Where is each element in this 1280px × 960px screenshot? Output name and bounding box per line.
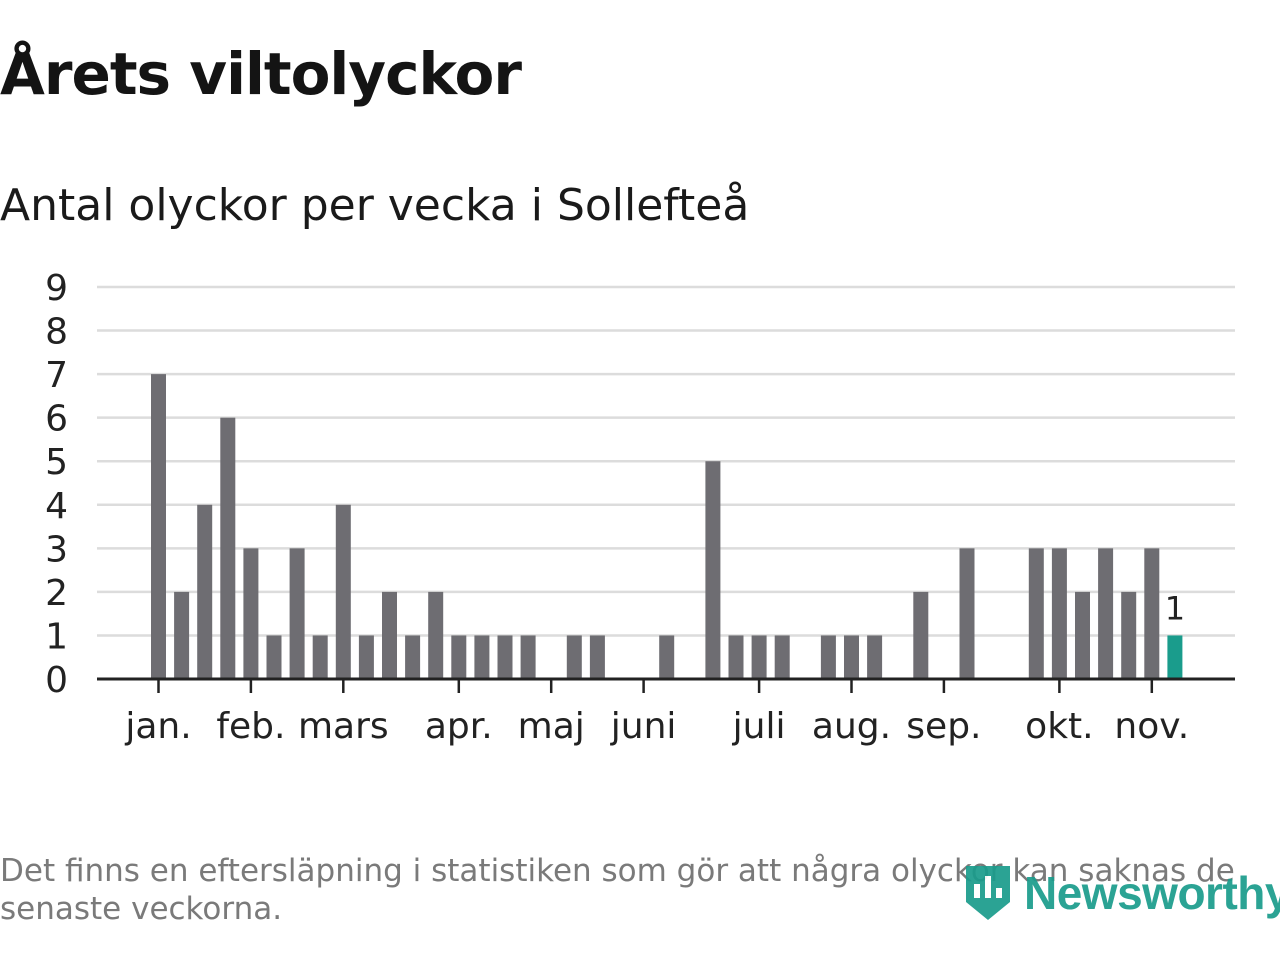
x-tick-label: aug. xyxy=(812,706,891,747)
bar xyxy=(566,635,582,679)
y-tick-label: 0 xyxy=(45,660,68,701)
x-tick-label: juni xyxy=(610,706,677,747)
bar xyxy=(520,635,536,679)
bar xyxy=(774,635,790,679)
y-tick-label: 3 xyxy=(45,529,68,570)
bar xyxy=(266,635,282,679)
bar xyxy=(451,635,467,679)
bars xyxy=(151,374,1183,679)
y-tick-label: 5 xyxy=(45,442,68,483)
y-tick-label: 9 xyxy=(45,268,68,309)
highlighted-bar xyxy=(1167,635,1183,679)
bar xyxy=(312,635,328,679)
chart-subtitle: Antal olyckor per vecka i Sollefteå xyxy=(0,180,750,231)
bar xyxy=(358,635,374,679)
bar xyxy=(820,635,836,679)
bar xyxy=(705,461,721,679)
brand-name: Newsworthy xyxy=(1024,867,1280,919)
bar xyxy=(243,548,259,679)
x-tick-label: feb. xyxy=(216,706,285,747)
highlight-data-label: 1 xyxy=(1165,589,1185,627)
bar xyxy=(728,635,744,679)
bar xyxy=(1051,548,1067,679)
bar xyxy=(405,635,421,679)
x-tick-label: sep. xyxy=(906,706,981,747)
x-tick-label: nov. xyxy=(1114,706,1189,747)
bar xyxy=(289,548,305,679)
bar xyxy=(220,417,236,679)
x-tick-label: maj xyxy=(518,706,585,747)
bar xyxy=(1144,548,1160,679)
x-tick-label: jan. xyxy=(124,706,191,747)
x-tick-label: apr. xyxy=(425,706,493,747)
x-tick-label: mars xyxy=(298,706,389,747)
bar xyxy=(474,635,490,679)
bar xyxy=(197,504,213,679)
footnote: Det finns en eftersläpning i statistiken… xyxy=(0,853,1235,927)
bar xyxy=(844,635,859,679)
x-tick-label: juli xyxy=(732,706,786,747)
y-tick-label: 4 xyxy=(45,486,68,527)
gridlines xyxy=(97,285,1235,637)
data-labels: 1 xyxy=(1165,589,1185,627)
y-tick-label: 8 xyxy=(45,312,68,353)
x-tick-label: okt. xyxy=(1025,706,1093,747)
y-tick-label: 1 xyxy=(45,616,68,657)
bar xyxy=(1121,591,1137,679)
bar xyxy=(174,591,190,679)
bar-chart-badge-icon xyxy=(966,866,1010,920)
bar xyxy=(1028,548,1044,679)
y-tick-label: 2 xyxy=(45,573,68,614)
bar xyxy=(382,591,397,679)
bar xyxy=(589,635,605,679)
bar xyxy=(1098,548,1114,679)
bar xyxy=(959,548,975,679)
y-tick-label: 7 xyxy=(45,355,68,396)
bar xyxy=(1075,591,1090,679)
bar xyxy=(335,504,351,679)
bar xyxy=(751,635,767,679)
y-tick-label: 6 xyxy=(45,399,68,440)
newsworthy-logo: Newsworthy xyxy=(962,858,1280,928)
bar xyxy=(913,591,929,679)
bar xyxy=(151,374,166,679)
bar xyxy=(867,635,883,679)
chart-title: Årets viltolyckor xyxy=(0,40,522,108)
x-axis xyxy=(97,677,1235,693)
bar xyxy=(497,635,513,679)
bar xyxy=(659,635,675,679)
x-axis-tick-labels: jan. feb. mars apr. maj juni juli aug. sep. okt. n… xyxy=(124,706,1189,747)
bar xyxy=(428,591,444,679)
